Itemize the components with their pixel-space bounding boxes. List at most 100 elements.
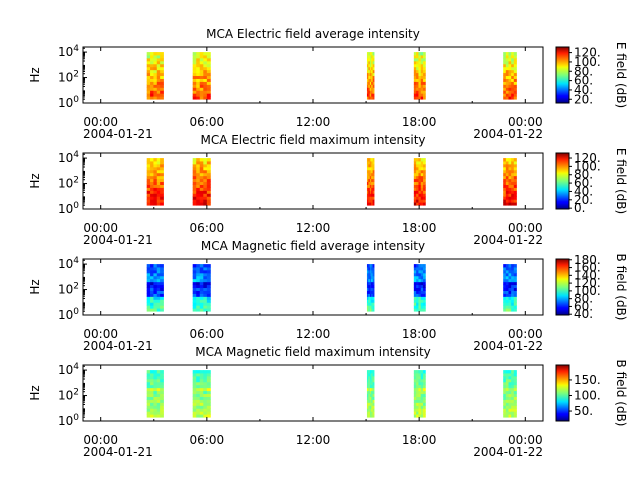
heatmap-cell: [503, 408, 507, 412]
heatmap-cell: [146, 196, 151, 200]
heatmap-cell: [366, 305, 369, 309]
heatmap-cell: [413, 90, 417, 94]
heatmap-cell: [366, 163, 369, 168]
heatmap-cell: [503, 190, 507, 194]
heatmap-cell: [418, 399, 422, 403]
heatmap-cell: [372, 296, 375, 300]
heatmap-cell: [146, 278, 151, 283]
data-block: [503, 52, 517, 100]
heatmap-cell: [413, 75, 417, 79]
heatmap-cell: [156, 375, 161, 380]
heatmap-cell: [418, 302, 422, 306]
heatmap-cell: [503, 373, 507, 377]
heatmap-cell: [372, 187, 375, 191]
heatmap-cell: [418, 414, 422, 418]
heatmap-cell: [203, 181, 208, 185]
heatmap-cell: [371, 267, 374, 271]
heatmap-cell: [505, 69, 509, 74]
heatmap-cell: [503, 272, 507, 277]
heatmap-cell: [196, 163, 201, 168]
heatmap-cell: [150, 373, 154, 377]
heatmap-cell: [192, 373, 197, 377]
x-tick-label: 06:00: [190, 433, 225, 447]
heatmap-cell: [416, 69, 419, 74]
heatmap-cell: [508, 393, 512, 397]
heatmap-cell: [423, 178, 426, 183]
heatmap-cell: [206, 290, 211, 294]
heatmap-cell: [416, 181, 419, 185]
heatmap-cell: [199, 166, 204, 171]
heatmap-cell: [418, 281, 422, 286]
heatmap-cell: [206, 190, 211, 194]
heatmap-cell: [150, 57, 154, 62]
heatmap-cell: [416, 290, 419, 294]
x-tick-label: 00:00: [83, 115, 118, 129]
heatmap-cell: [366, 190, 369, 194]
colorbar-tick-label: 120.: [574, 276, 601, 290]
heatmap-cell: [150, 72, 154, 77]
heatmap-cell: [206, 384, 211, 389]
heatmap-cell: [416, 66, 419, 71]
heatmap-cell: [160, 390, 164, 395]
heatmap-cell: [153, 175, 158, 180]
heatmap-cell: [371, 305, 374, 309]
heatmap-cell: [511, 375, 515, 380]
heatmap-cell: [368, 78, 371, 82]
heatmap-cell: [413, 93, 417, 97]
heatmap-cell: [160, 373, 164, 377]
heatmap-cell: [150, 96, 154, 100]
heatmap-cell: [192, 166, 197, 171]
heatmap-cell: [199, 293, 204, 297]
heatmap-cell: [196, 60, 201, 65]
heatmap-cell: [505, 87, 509, 91]
heatmap-cell: [203, 290, 208, 294]
heatmap-cell: [369, 272, 372, 277]
heatmap-cell: [146, 184, 151, 188]
heatmap-cell: [420, 290, 424, 294]
heatmap-cell: [423, 96, 426, 100]
heatmap-cell: [505, 178, 509, 183]
heatmap-cell: [368, 161, 371, 165]
heatmap-cell: [153, 158, 158, 162]
heatmap-cell: [423, 172, 426, 177]
heatmap-cell: [146, 302, 151, 306]
heatmap-cell: [372, 66, 375, 71]
heatmap-cell: [156, 393, 161, 397]
colorbar-tick-label: 80.: [574, 64, 593, 78]
heatmap-cell: [192, 378, 197, 383]
heatmap-cell: [416, 370, 419, 374]
heatmap-cell: [196, 381, 201, 386]
heatmap-cell: [508, 75, 512, 79]
heatmap-cell: [150, 414, 154, 418]
heatmap-cell: [206, 408, 211, 412]
heatmap-cell: [366, 284, 369, 289]
heatmap-cell: [505, 90, 509, 94]
heatmap-cell: [511, 163, 515, 168]
heatmap-cell: [369, 411, 372, 415]
heatmap-cell: [503, 308, 507, 312]
heatmap-cell: [511, 396, 515, 400]
heatmap-cell: [372, 84, 375, 88]
heatmap-cell: [366, 387, 369, 392]
heatmap-cell: [416, 196, 419, 200]
heatmap-cell: [369, 378, 372, 383]
heatmap-cell: [160, 299, 164, 303]
heatmap-cell: [156, 81, 161, 85]
heatmap-cell: [511, 411, 515, 415]
heatmap-cell: [416, 193, 419, 197]
heatmap-cell: [196, 184, 201, 188]
heatmap-cell: [423, 296, 426, 300]
heatmap-cell: [160, 199, 164, 203]
heatmap-cell: [413, 175, 417, 180]
heatmap-cell: [513, 399, 517, 403]
x-date-end: 2004-01-22: [473, 445, 543, 459]
heatmap-cell: [206, 375, 211, 380]
heatmap-cell: [420, 93, 424, 97]
heatmap-cell: [199, 381, 204, 386]
x-tick-label: 00:00: [508, 433, 543, 447]
heatmap-cell: [508, 373, 512, 377]
heatmap-cell: [150, 81, 154, 85]
heatmap-cell: [368, 390, 371, 395]
heatmap-cell: [146, 169, 151, 174]
